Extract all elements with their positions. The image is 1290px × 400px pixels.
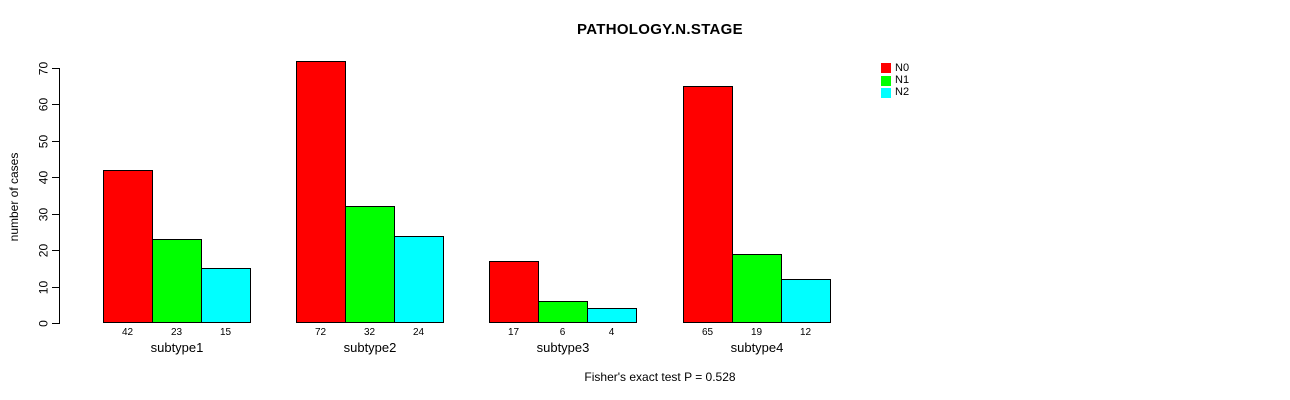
bar-value-label: 23 xyxy=(170,327,183,338)
y-tick-label: 30 xyxy=(36,207,51,222)
chart-title: PATHOLOGY.N.STAGE xyxy=(577,21,743,38)
y-tick-label: 40 xyxy=(36,170,51,185)
bar-subtype2-N1 xyxy=(345,206,395,323)
bar-value-label: 72 xyxy=(314,327,327,338)
y-tick xyxy=(52,287,59,288)
bar-subtype1-N1 xyxy=(152,239,202,323)
legend-label: N1 xyxy=(895,74,910,87)
category-label-subtype4: subtype4 xyxy=(730,340,784,355)
bar-value-label: 32 xyxy=(363,327,376,338)
bar-value-label: 4 xyxy=(608,327,615,338)
bar-value-label: 15 xyxy=(219,327,232,338)
y-tick xyxy=(52,214,59,215)
y-tick-label: 0 xyxy=(36,320,51,327)
bar-subtype3-N1 xyxy=(538,301,588,323)
legend-item-N2: N2 xyxy=(881,87,909,99)
bar-value-label: 6 xyxy=(559,327,566,338)
bar-subtype4-N2 xyxy=(781,279,831,323)
legend-item-N0: N0 xyxy=(881,62,909,74)
category-label-subtype3: subtype3 xyxy=(536,340,590,355)
y-tick xyxy=(52,177,59,178)
y-tick xyxy=(52,104,59,105)
legend: N0 N1 N2 xyxy=(881,62,909,99)
bar-value-label: 12 xyxy=(799,327,812,338)
legend-item-N1: N1 xyxy=(881,74,909,86)
y-tick xyxy=(52,141,59,142)
legend-label: N0 xyxy=(895,61,910,74)
y-tick xyxy=(52,323,59,324)
bar-subtype3-N2 xyxy=(587,308,637,323)
y-axis-line xyxy=(59,68,60,324)
legend-swatch-N1 xyxy=(881,75,891,86)
category-label-subtype1: subtype1 xyxy=(150,340,204,355)
bar-value-label: 19 xyxy=(750,327,763,338)
y-tick xyxy=(52,68,59,69)
bar-subtype4-N1 xyxy=(732,254,782,323)
bar-subtype3-N0 xyxy=(489,261,539,323)
y-tick-label: 50 xyxy=(36,134,51,149)
y-tick-label: 10 xyxy=(36,280,51,295)
bar-value-label: 17 xyxy=(507,327,520,338)
y-tick-label: 60 xyxy=(36,97,51,112)
bar-subtype1-N0 xyxy=(103,170,153,323)
bar-value-label: 24 xyxy=(412,327,425,338)
y-tick-label: 20 xyxy=(36,243,51,258)
y-tick-label: 70 xyxy=(36,61,51,76)
bar-value-label: 42 xyxy=(121,327,134,338)
bar-subtype4-N0 xyxy=(683,86,733,323)
legend-swatch-N2 xyxy=(881,87,891,98)
bar-subtype1-N2 xyxy=(201,268,251,323)
legend-label: N2 xyxy=(895,86,910,99)
category-label-subtype2: subtype2 xyxy=(343,340,397,355)
stat-annotation: Fisher's exact test P = 0.528 xyxy=(584,370,736,384)
legend-swatch-N0 xyxy=(881,63,891,74)
y-tick xyxy=(52,250,59,251)
bar-value-label: 65 xyxy=(701,327,714,338)
bar-subtype2-N0 xyxy=(296,61,346,323)
bar-subtype2-N2 xyxy=(394,236,444,323)
y-axis-title: number of cases xyxy=(7,152,21,242)
